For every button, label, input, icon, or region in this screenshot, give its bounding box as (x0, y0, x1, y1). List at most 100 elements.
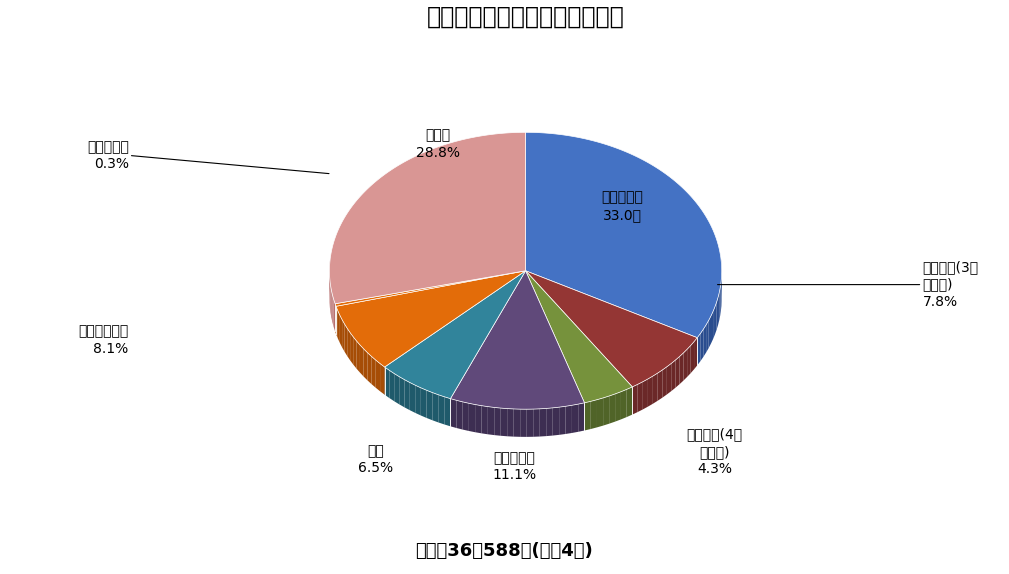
Polygon shape (330, 133, 526, 304)
Polygon shape (667, 363, 671, 394)
Polygon shape (694, 338, 697, 369)
Polygon shape (653, 373, 658, 404)
Polygon shape (450, 398, 456, 428)
Polygon shape (395, 374, 400, 404)
Polygon shape (609, 394, 615, 424)
Polygon shape (367, 352, 371, 384)
Text: 一般事務所
11.1%: 一般事務所 11.1% (492, 451, 536, 482)
Polygon shape (334, 299, 335, 331)
Text: その他
28.8%: その他 28.8% (416, 128, 460, 160)
Polygon shape (566, 405, 572, 434)
Polygon shape (350, 332, 353, 364)
Polygon shape (416, 385, 421, 416)
Polygon shape (338, 311, 340, 343)
Polygon shape (353, 337, 356, 369)
Polygon shape (578, 403, 584, 432)
Polygon shape (675, 356, 679, 387)
Text: 総数　36，588件(令和4年): 総数 36，588件(令和4年) (416, 542, 593, 560)
Polygon shape (427, 390, 433, 420)
Polygon shape (342, 320, 345, 352)
Polygon shape (356, 341, 360, 373)
Polygon shape (332, 294, 334, 327)
Polygon shape (716, 297, 718, 329)
Polygon shape (715, 302, 716, 335)
Polygon shape (363, 349, 367, 381)
Polygon shape (597, 398, 603, 428)
Polygon shape (540, 409, 546, 436)
Polygon shape (371, 356, 375, 387)
Text: 共同住宅(4階
建以上)
4.3%: 共同住宅(4階 建以上) 4.3% (687, 428, 743, 476)
Polygon shape (590, 400, 597, 429)
Polygon shape (410, 382, 416, 413)
Polygon shape (335, 271, 526, 307)
Polygon shape (559, 406, 566, 435)
Polygon shape (340, 315, 342, 347)
Polygon shape (546, 408, 553, 436)
Text: 一戸建住宅
33.0％: 一戸建住宅 33.0％ (601, 191, 644, 222)
Polygon shape (444, 397, 450, 426)
Polygon shape (347, 328, 350, 360)
Text: 共同住宅(3階
建以下)
7.8%: 共同住宅(3階 建以下) 7.8% (922, 260, 979, 309)
Polygon shape (708, 316, 711, 348)
Polygon shape (711, 311, 713, 343)
Polygon shape (572, 404, 578, 433)
Polygon shape (627, 387, 633, 417)
Polygon shape (475, 405, 481, 433)
Polygon shape (380, 363, 384, 395)
Text: 商店
6.5%: 商店 6.5% (358, 444, 394, 475)
Polygon shape (706, 320, 708, 352)
Polygon shape (584, 401, 590, 430)
Polygon shape (421, 388, 427, 418)
Polygon shape (526, 271, 697, 387)
Polygon shape (456, 400, 463, 429)
Polygon shape (508, 409, 514, 437)
Polygon shape (514, 409, 521, 437)
Polygon shape (375, 360, 380, 391)
Polygon shape (336, 271, 526, 367)
Polygon shape (700, 329, 703, 361)
Polygon shape (400, 377, 405, 408)
Polygon shape (389, 370, 395, 401)
Polygon shape (713, 307, 715, 339)
Polygon shape (384, 367, 389, 398)
Polygon shape (718, 293, 719, 325)
Polygon shape (648, 376, 653, 406)
Polygon shape (691, 342, 694, 373)
Polygon shape (703, 325, 706, 357)
Polygon shape (331, 289, 332, 322)
Polygon shape (658, 370, 662, 401)
Polygon shape (433, 393, 438, 422)
Polygon shape (360, 345, 363, 377)
Polygon shape (533, 409, 540, 437)
Polygon shape (336, 307, 338, 339)
Polygon shape (697, 333, 700, 366)
Polygon shape (521, 409, 527, 437)
Polygon shape (603, 396, 609, 425)
Polygon shape (384, 271, 526, 398)
Polygon shape (621, 389, 627, 420)
Polygon shape (481, 406, 487, 435)
Polygon shape (633, 385, 638, 414)
Polygon shape (487, 406, 494, 435)
Polygon shape (463, 402, 469, 431)
Polygon shape (553, 407, 559, 436)
Polygon shape (615, 391, 621, 422)
Text: 侵入窃盗の発生場所別認知件数: 侵入窃盗の発生場所別認知件数 (427, 5, 625, 29)
Polygon shape (494, 408, 500, 436)
Polygon shape (687, 346, 691, 377)
Polygon shape (638, 382, 643, 412)
Polygon shape (526, 133, 721, 338)
Polygon shape (500, 408, 508, 436)
Polygon shape (469, 404, 475, 432)
Polygon shape (679, 353, 683, 384)
Polygon shape (405, 379, 410, 410)
Polygon shape (643, 379, 648, 409)
Polygon shape (527, 409, 533, 437)
Text: 生活環境営業
8.1%: 生活環境営業 8.1% (79, 324, 129, 356)
Polygon shape (662, 367, 667, 398)
Polygon shape (450, 271, 584, 409)
Polygon shape (526, 271, 633, 403)
Text: 金融機関等
0.3%: 金融機関等 0.3% (87, 139, 129, 171)
Polygon shape (683, 349, 687, 381)
Polygon shape (671, 360, 675, 391)
